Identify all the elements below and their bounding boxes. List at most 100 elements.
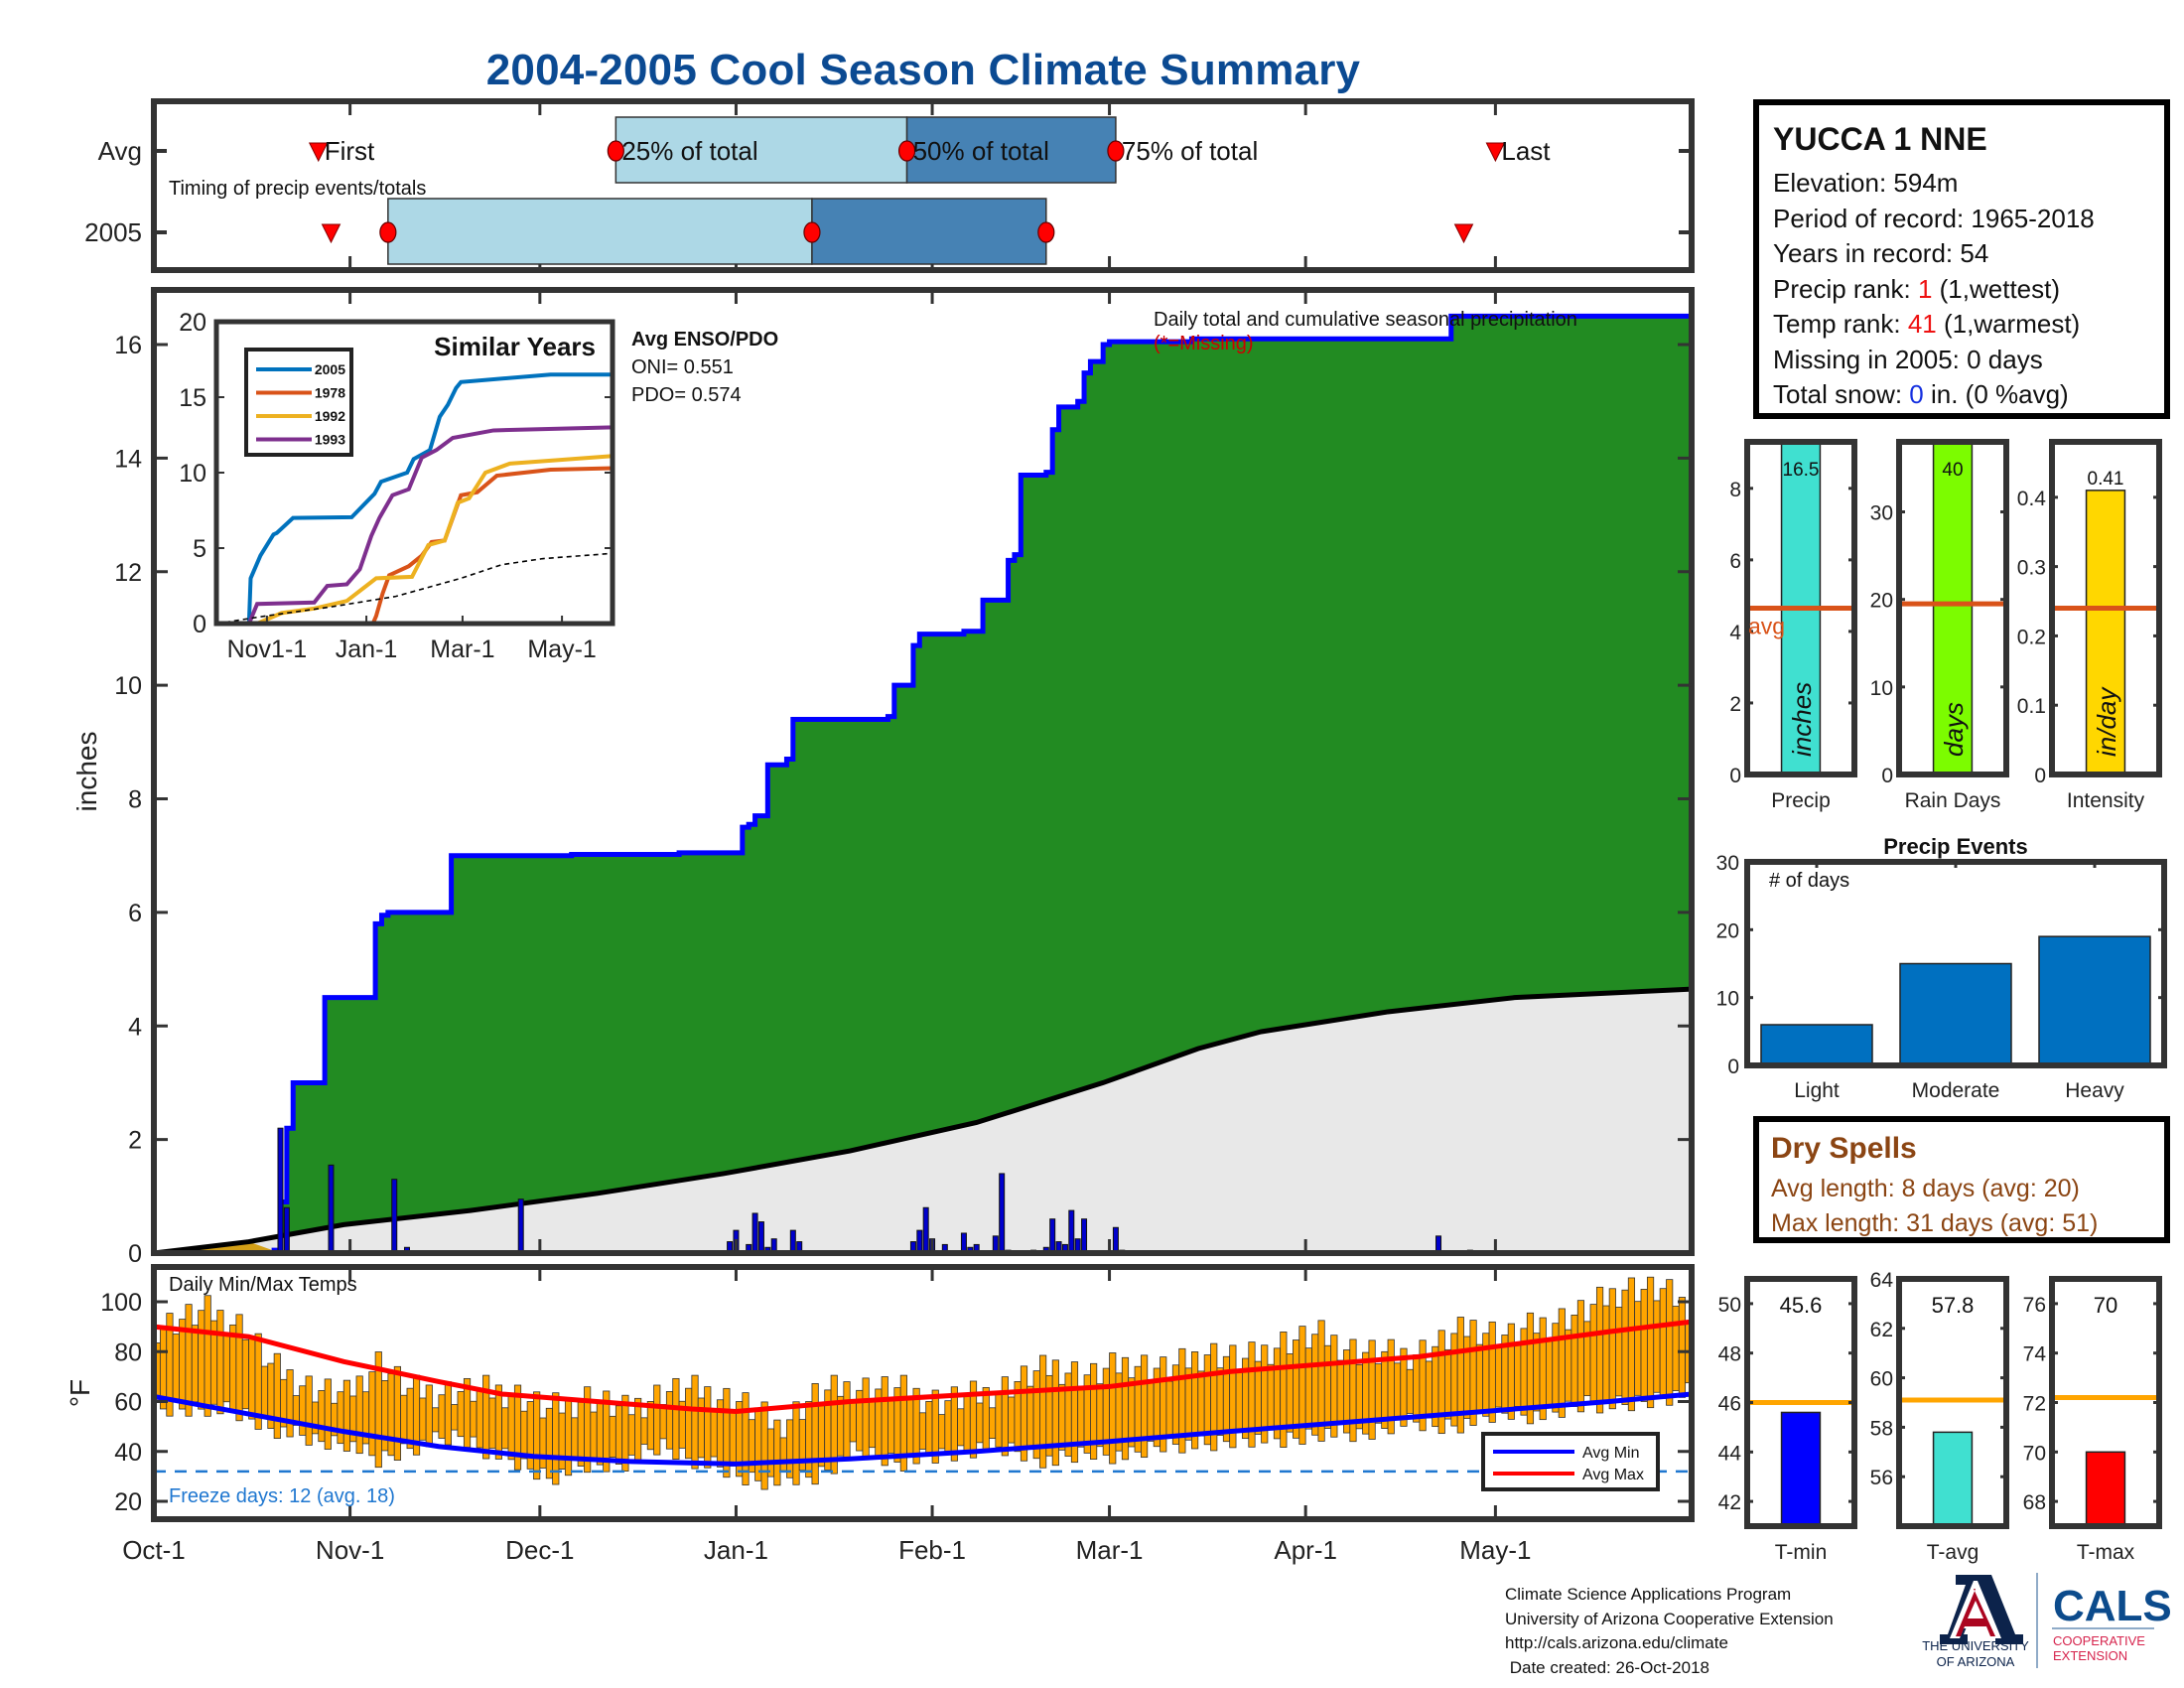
daily-temp-bar: [1413, 1354, 1421, 1423]
events-title: Precip Events: [1883, 834, 2028, 859]
snow-label: Total snow:: [1773, 379, 1910, 409]
daily-temp-bar: [1293, 1339, 1300, 1439]
x-tick-label: Feb-1: [898, 1535, 966, 1565]
inset-series-1993: [216, 425, 614, 626]
legend-label-1978: 1978: [315, 385, 345, 401]
daily-temp-bar: [1634, 1301, 1642, 1396]
daily-temp-bar: [646, 1401, 654, 1451]
events-frame: [1744, 859, 2167, 1068]
event-category-label: Light: [1794, 1079, 1840, 1102]
daily-temp-bar: [1026, 1385, 1034, 1450]
panel-y-tick-label: 44: [1718, 1442, 1742, 1465]
cumulative-2005-area: [154, 316, 1692, 1253]
daily-temp-bar: [260, 1365, 269, 1419]
daily-temp-bar: [811, 1383, 819, 1485]
daily-temp-bar: [1653, 1300, 1661, 1393]
daily-temp-bar: [1627, 1277, 1636, 1412]
daily-precip-bar: [757, 1221, 764, 1254]
timing-box-late: [905, 116, 1117, 184]
daily-temp-bar: [1323, 1344, 1332, 1429]
daily-temp-bar: [222, 1335, 230, 1403]
station-info-box: YUCCA 1 NNE Elevation: 594m Period of re…: [1753, 99, 2170, 419]
dry-spells-box: Dry Spells Avg length: 8 days (avg: 20) …: [1753, 1116, 2170, 1243]
panel-avg-label: avg: [1748, 614, 1785, 639]
avg-max-line: [153, 1319, 1693, 1415]
legend-label-1993: 1993: [315, 432, 345, 448]
inset-y-tick-label: 0: [193, 611, 206, 638]
daily-temp-bar: [1589, 1304, 1597, 1405]
temp-y-tick-label: 60: [114, 1389, 142, 1417]
timing-triangle-marker: [1453, 223, 1474, 244]
plot-frame: [151, 287, 1695, 1256]
legend-label-1992: 1992: [315, 408, 345, 424]
x-tick-label: Jan-1: [704, 1535, 768, 1565]
daily-temp-bar: [172, 1334, 180, 1403]
x-tick-label: Nov-1: [316, 1535, 384, 1565]
daily-temp-bar: [470, 1400, 478, 1438]
daily-temp-bar: [1666, 1279, 1674, 1406]
daily-temp-bar: [1608, 1288, 1616, 1410]
panel-y-tick-label: 68: [2023, 1491, 2046, 1514]
panel-label-T-avg: T-avg: [1927, 1541, 1979, 1564]
inset-legend: [244, 348, 353, 457]
panel-value-Precip: 16.5: [1783, 460, 1820, 481]
timing-circle-marker: [379, 221, 397, 243]
daily-temp-bar: [1646, 1276, 1655, 1409]
daily-temp-bar: [1197, 1370, 1205, 1437]
daily-temp-bar: [1494, 1345, 1503, 1408]
daily-temp-bar: [571, 1417, 579, 1461]
precip-summary-bars: 0 2 4 6 8 Precip 16.5 inches avg 0 10 20 30 Rain Days…: [1729, 439, 2162, 812]
panel-y-tick-label: 0: [1729, 765, 1741, 787]
daily-temp-bar: [640, 1417, 648, 1445]
daily-temp-bar: [1678, 1297, 1687, 1398]
inset-x-tick-label: Nov1-1: [227, 635, 308, 663]
panel-y-tick-label: 70: [2023, 1442, 2046, 1465]
daily-temp-bar: [438, 1394, 446, 1439]
daily-temp-bar: [355, 1375, 363, 1455]
panel-y-tick-label: 0: [2034, 765, 2046, 787]
panel-frame-T-avg: [1896, 1276, 2009, 1529]
station-name: YUCCA 1 NNE: [1773, 121, 1987, 157]
x-tick-label: Apr-1: [1274, 1535, 1337, 1565]
daily-temp-bar: [685, 1387, 693, 1460]
daily-temp-bar: [1488, 1321, 1496, 1423]
daily-temp-bar: [1349, 1338, 1357, 1443]
daily-temp-bar: [488, 1397, 496, 1449]
university-logo: THE UNIVERSITY OF ARIZONA CALS COOPERATI…: [1922, 1573, 2172, 1669]
daily-temp-bar: [501, 1407, 509, 1450]
avg-min-line: [153, 1391, 1693, 1467]
y-axis-label: inches: [71, 732, 102, 812]
footer-url[interactable]: http://cals.arizona.edu/climate: [1505, 1633, 1728, 1652]
marker-label-25: 25% of total: [621, 136, 757, 166]
legend-label-2005: 2005: [315, 361, 345, 377]
daily-temp-bar: [963, 1394, 971, 1453]
marker-label-last: Last: [1501, 136, 1551, 166]
daily-temp-bar: [1304, 1347, 1312, 1430]
daily-temp-bar: [1147, 1378, 1155, 1442]
daily-temp-bar: [1254, 1360, 1262, 1435]
total-snow: Total snow: 0 in. (0 %avg): [1773, 377, 2150, 413]
daily-precip-bar: [999, 1173, 1006, 1254]
daily-temp-bar: [634, 1397, 642, 1462]
daily-temp-bar: [1443, 1348, 1452, 1420]
daily-temp-bar: [1621, 1289, 1629, 1405]
daily-temp-bar: [995, 1391, 1003, 1448]
snow-value: 0: [1909, 379, 1924, 409]
inset-x-tick-label: Mar-1: [430, 635, 494, 663]
event-bar-light: [1760, 1024, 1873, 1066]
daily-temp-bar: [299, 1385, 307, 1436]
panel-value-Rain Days: 40: [1942, 460, 1963, 481]
panel-y-tick-label: 0.4: [2017, 488, 2047, 510]
daily-temp-bar: [691, 1374, 699, 1470]
daily-temp-bar: [273, 1352, 281, 1439]
daily-precip-bar: [1112, 1226, 1119, 1254]
daily-temp-bar: [204, 1295, 211, 1417]
daily-temp-bar: [596, 1401, 604, 1466]
ua-line2: OF ARIZONA: [1937, 1654, 2015, 1669]
y-tick-label: 8: [128, 786, 142, 814]
daily-temp-bar: [248, 1336, 256, 1420]
inset-x-tick-label: May-1: [527, 635, 596, 663]
panel-y-tick-label: 2: [1729, 693, 1741, 716]
daily-temp-bar: [1565, 1329, 1572, 1402]
timing-circle-marker: [1037, 221, 1055, 243]
